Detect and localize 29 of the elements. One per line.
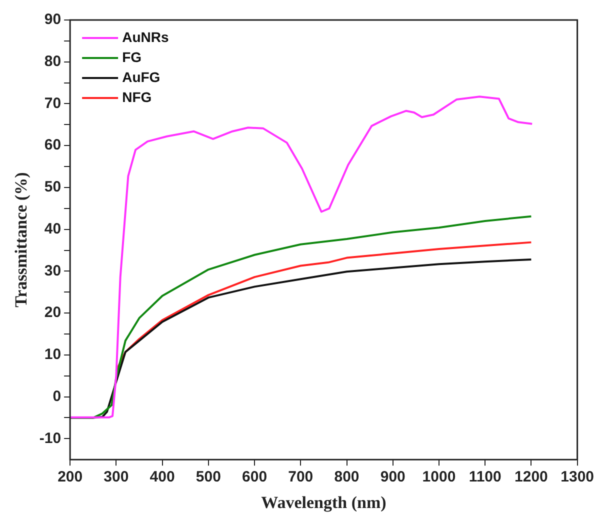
legend-label: AuNRs [122, 28, 169, 45]
legend-label: AuFG [122, 68, 160, 85]
y-tick-label: 30 [44, 262, 62, 280]
x-tick-label: 200 [58, 468, 83, 486]
y-tick-label: 40 [44, 220, 62, 238]
x-tick-label: 600 [242, 468, 268, 486]
x-tick-label: 1200 [514, 468, 548, 486]
y-tick-label: 60 [44, 136, 62, 154]
x-tick-label: 400 [150, 468, 175, 486]
x-tick-label: 500 [196, 468, 221, 486]
y-axis-title: Trassmittance (%) [12, 172, 31, 308]
x-tick-label: 1300 [560, 468, 594, 486]
y-tick-label: 90 [44, 11, 62, 28]
y-tick-label: 10 [44, 346, 62, 364]
x-tick-label: 900 [380, 468, 406, 486]
x-tick-label: 1000 [422, 468, 456, 486]
y-tick-label: -10 [39, 430, 62, 447]
y-tick-label: 70 [44, 94, 62, 112]
legend-label: NFG [122, 88, 152, 105]
x-axis-title: Wavelength (nm) [261, 493, 386, 512]
x-tick-label: 300 [104, 468, 129, 486]
x-tick-label: 800 [334, 468, 360, 486]
x-tick-label: 1100 [468, 468, 502, 486]
y-tick-label: 50 [44, 178, 62, 196]
x-tick-label: 700 [288, 468, 314, 486]
y-tick-label: 80 [44, 53, 62, 70]
legend-label: FG [122, 48, 142, 65]
y-tick-label: 20 [44, 304, 62, 322]
y-tick-label: 0 [52, 388, 62, 405]
